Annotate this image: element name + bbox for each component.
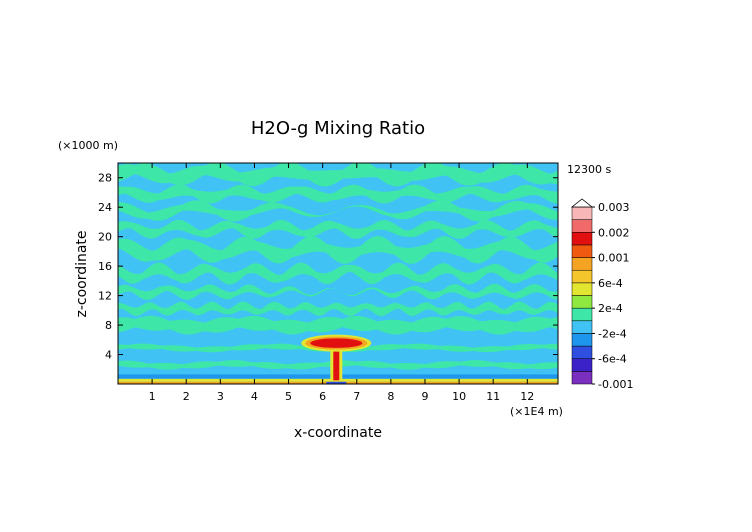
plume-cap-core — [310, 338, 363, 348]
x-tick-label: 1 — [149, 390, 156, 403]
x-axis: 1 2 3 4 5 6 7 8 9 10 11 12 — [149, 163, 534, 403]
colorbar-box — [571, 219, 593, 233]
colorbar-label: 0.002 — [598, 226, 630, 239]
contour-bands — [118, 163, 558, 384]
chart-title: H2O-g Mixing Ratio — [251, 118, 425, 139]
plume-stem-core — [333, 342, 340, 381]
colorbar-box — [571, 320, 593, 334]
x-tick-label: 7 — [353, 390, 360, 403]
contour-band — [118, 283, 558, 300]
y-axis: 4 8 12 16 20 24 28 — [98, 172, 558, 362]
x-unit-label: (×1E4 m) — [510, 405, 563, 418]
x-tick-label: 4 — [251, 390, 258, 403]
colorbar-box — [571, 345, 593, 359]
x-tick-label: 6 — [319, 390, 326, 403]
colorbar-box — [571, 307, 593, 322]
colorbar-label: -2e-4 — [598, 327, 627, 340]
x-tick-label: 10 — [452, 390, 466, 403]
colorbar-box — [571, 257, 593, 271]
plume-base-negative — [326, 381, 347, 384]
contour-band — [118, 301, 558, 317]
time-label: 12300 s — [567, 163, 611, 176]
contour-band — [118, 219, 558, 239]
y-tick-label: 16 — [98, 260, 112, 273]
colorbar-box — [571, 295, 593, 309]
colorbar-label: 0.001 — [598, 252, 630, 265]
colorbar-label: 2e-4 — [598, 302, 623, 315]
colorbar: 0.003 0.002 0.001 6e-4 2e-4 -2e-4 -6e-4 -0.001 — [570, 198, 633, 391]
y-tick-label: 28 — [98, 172, 112, 185]
x-tick-label: 9 — [421, 390, 428, 403]
plume-feature — [301, 334, 372, 384]
x-axis-label: x-coordinate — [294, 425, 382, 441]
colorbar-label: 6e-4 — [598, 277, 623, 290]
colorbar-extend-arrow — [570, 198, 594, 208]
y-tick-label: 20 — [98, 231, 112, 244]
contour-band — [118, 315, 558, 335]
colorbar-box — [571, 244, 593, 258]
y-tick-label: 8 — [105, 319, 112, 332]
x-tick-label: 3 — [217, 390, 224, 403]
contour-band — [118, 262, 558, 285]
x-tick-label: 2 — [183, 390, 190, 403]
heatmap-field — [118, 163, 558, 384]
y-axis-label: z-coordinate — [74, 230, 90, 317]
colorbar-box — [571, 333, 593, 347]
contour-band — [118, 163, 558, 187]
plot-frame — [117, 162, 559, 385]
y-tick-label: 12 — [98, 290, 112, 303]
colorbar-box — [571, 206, 593, 220]
colorbar-label: -0.001 — [598, 378, 633, 391]
contour-band — [118, 184, 558, 204]
x-tick-label: 12 — [520, 390, 534, 403]
colorbar-box — [571, 232, 593, 246]
contour-band — [118, 235, 558, 264]
colorbar-box — [571, 269, 593, 284]
contour-band — [118, 200, 558, 222]
y-tick-label: 24 — [98, 201, 112, 214]
x-tick-label: 5 — [285, 390, 292, 403]
x-tick-label: 11 — [486, 390, 500, 403]
y-tick-label: 4 — [105, 349, 112, 362]
x-tick-label: 8 — [387, 390, 394, 403]
colorbar-label: 0.003 — [598, 201, 630, 214]
colorbar-box — [571, 371, 593, 385]
y-unit-label: (×1000 m) — [58, 139, 118, 152]
colorbar-label: -6e-4 — [598, 353, 627, 366]
colorbar-box — [571, 358, 593, 372]
colorbar-box — [571, 282, 593, 296]
